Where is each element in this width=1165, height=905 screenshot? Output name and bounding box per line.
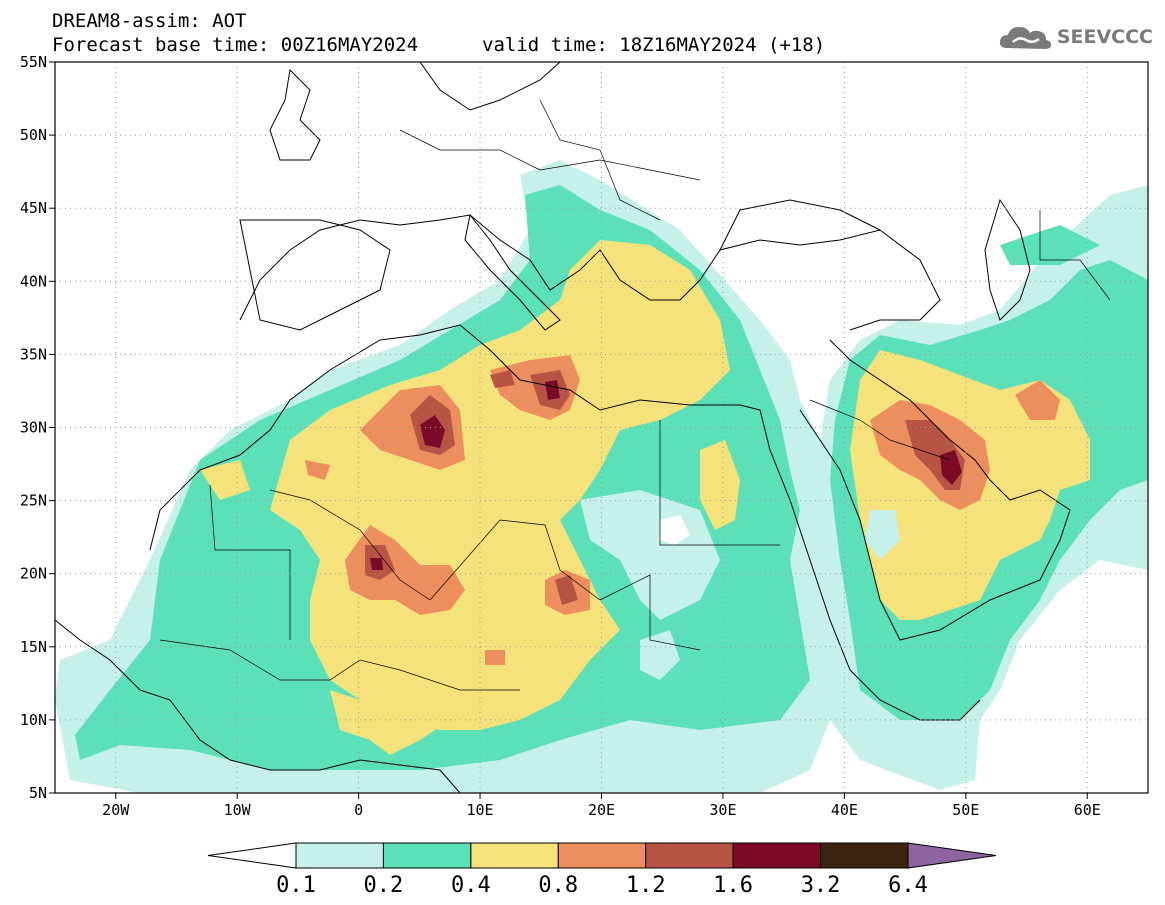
lat-tick-label: 30N bbox=[20, 419, 47, 437]
colorbar-level-label: 1.2 bbox=[626, 873, 666, 898]
longitude-axis: 20W 10W 0 10E 20E 30E 40E 50E 60E bbox=[102, 793, 1101, 819]
base-time-label: Forecast base time: 00Z16MAY2024 bbox=[52, 34, 419, 56]
chart-title: DREAM8-assim: AOT bbox=[52, 10, 247, 32]
lat-tick-label: 35N bbox=[20, 345, 47, 363]
lat-tick-label: 45N bbox=[20, 199, 47, 217]
border-mauritania bbox=[209, 484, 291, 640]
colorbar-box bbox=[732, 842, 822, 869]
lat-tick-label: 10N bbox=[20, 711, 47, 729]
lon-tick-label: 20E bbox=[588, 801, 615, 819]
lat-tick-label: 25N bbox=[20, 492, 47, 510]
lat-tick-label: 50N bbox=[20, 126, 47, 144]
lon-tick-label: 60E bbox=[1074, 801, 1101, 819]
coastline-europe bbox=[239, 214, 941, 331]
cloud-icon bbox=[999, 27, 1051, 49]
border-sudan bbox=[599, 574, 701, 651]
colorbar-box bbox=[557, 842, 647, 869]
coastline-britain bbox=[269, 68, 321, 161]
aot-band-0.4 bbox=[200, 240, 1090, 755]
colorbar-box bbox=[295, 842, 384, 869]
border-europe-2 bbox=[539, 99, 661, 221]
colorbar-level-label: 0.4 bbox=[451, 873, 491, 898]
border-mali-algeria bbox=[269, 489, 431, 601]
border-libya-egypt bbox=[659, 420, 780, 546]
coastline-caspian bbox=[984, 198, 1031, 321]
colorbar-level-label: 0.2 bbox=[364, 873, 404, 898]
lat-tick-label: 15N bbox=[20, 638, 47, 656]
colorbar-level-label: 0.1 bbox=[276, 873, 316, 898]
lon-tick-label: 10W bbox=[224, 801, 252, 819]
coastline-arabia bbox=[799, 409, 1071, 641]
lon-tick-label: 20W bbox=[102, 801, 130, 819]
colorbar-level-label: 0.8 bbox=[538, 873, 578, 898]
border-sahel bbox=[159, 639, 520, 691]
lon-tick-label: 10E bbox=[467, 801, 494, 819]
coastline-iberia bbox=[239, 219, 391, 331]
lon-tick-label: 40E bbox=[831, 801, 858, 819]
coastlines bbox=[55, 62, 1071, 793]
lon-tick-label: 0 bbox=[354, 801, 363, 819]
coastline-gulf bbox=[829, 339, 951, 441]
border-niger-chad bbox=[429, 519, 601, 601]
colorbar: 0.1 0.2 0.4 0.8 1.2 1.6 3.2 6.4 bbox=[207, 842, 997, 898]
aot-band-white-pocket bbox=[660, 515, 690, 545]
gridlines bbox=[55, 62, 1148, 793]
border-saudi bbox=[809, 399, 951, 461]
valid-time-label: valid time: 18Z16MAY2024 (+18) bbox=[482, 34, 826, 56]
coastline-west-africa bbox=[55, 619, 461, 793]
colorbar-box bbox=[645, 842, 734, 869]
lat-tick-label: 5N bbox=[29, 784, 47, 802]
colorbar-level-label: 1.6 bbox=[713, 873, 753, 898]
seevccc-logo: SEEVCCC bbox=[999, 22, 1153, 52]
colorbar-level-label: 3.2 bbox=[801, 873, 841, 898]
colorbar-box bbox=[470, 842, 559, 869]
coastline-atlantic-africa bbox=[149, 324, 761, 551]
coastline-italy bbox=[464, 213, 561, 331]
coastline-black-sea bbox=[719, 199, 881, 251]
colorbar-over-arrow bbox=[907, 842, 997, 869]
lat-tick-label: 20N bbox=[20, 565, 47, 583]
colorbar-under-arrow bbox=[207, 842, 297, 869]
border-europe-1 bbox=[399, 129, 701, 181]
lat-tick-label: 55N bbox=[20, 53, 47, 71]
lon-tick-label: 30E bbox=[709, 801, 736, 819]
border-iran bbox=[1039, 210, 1111, 301]
latitude-axis: 55N 50N 45N 40N 35N 30N 25N 20N 15N 10N 5N bbox=[20, 53, 55, 802]
logo-text: SEEVCCC bbox=[1056, 26, 1153, 48]
colorbar-level-label: 6.4 bbox=[888, 873, 928, 898]
lat-tick-label: 40N bbox=[20, 272, 47, 290]
country-borders bbox=[159, 99, 1111, 691]
colorbar-box bbox=[820, 842, 909, 869]
coastline-scandinavia bbox=[419, 62, 561, 111]
lon-tick-label: 50E bbox=[952, 801, 979, 819]
colorbar-box bbox=[382, 842, 472, 869]
